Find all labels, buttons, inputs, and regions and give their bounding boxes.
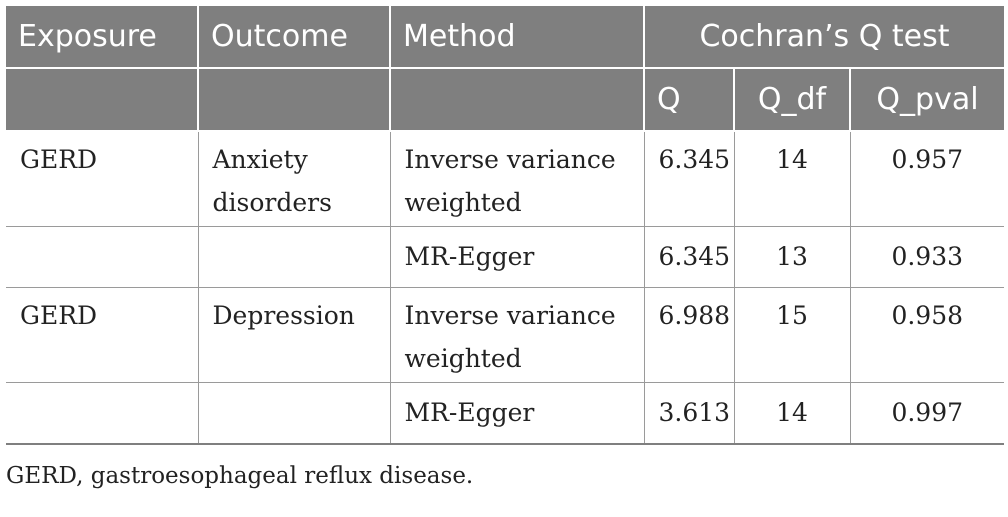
header-q: Q <box>643 68 734 132</box>
table-row: GERD Anxiety disorders Inverse variance … <box>6 131 1004 227</box>
cell-q: 6.345 <box>643 226 734 288</box>
cell-method: Inverse variance weighted <box>389 131 644 227</box>
header-blank-method <box>389 68 644 132</box>
cell-q-pval: 0.933 <box>849 226 1004 288</box>
header-row-1: Exposure Outcome Method Cochran’s Q test <box>6 6 1004 69</box>
cell-q-df: 15 <box>733 287 850 383</box>
header-blank-exposure <box>6 68 198 132</box>
table-header: Exposure Outcome Method Cochran’s Q test… <box>6 6 1004 132</box>
cell-exposure: GERD <box>6 131 198 227</box>
header-cochran-q-test: Cochran’s Q test <box>643 6 1004 69</box>
cell-outcome <box>197 382 390 445</box>
header-outcome: Outcome <box>197 6 390 69</box>
table-footnote: GERD, gastroesophageal reflux disease. <box>6 463 474 489</box>
cell-exposure <box>6 382 198 445</box>
cell-q-df: 14 <box>733 382 850 445</box>
table-row: MR-Egger 6.345 13 0.933 <box>6 226 1004 288</box>
table-body: GERD Anxiety disorders Inverse variance … <box>6 131 1004 445</box>
cell-exposure: GERD <box>6 287 198 383</box>
cell-q-df: 14 <box>733 131 850 227</box>
cell-q-pval: 0.957 <box>849 131 1004 227</box>
cell-method: MR-Egger <box>389 382 644 445</box>
table-row: MR-Egger 3.613 14 0.997 <box>6 382 1004 445</box>
cell-q-df: 13 <box>733 226 850 288</box>
cell-method: Inverse variance weighted <box>389 287 644 383</box>
header-q-df: Q_df <box>733 68 850 132</box>
header-method: Method <box>389 6 644 69</box>
header-q-pval: Q_pval <box>849 68 1004 132</box>
cell-q: 6.345 <box>643 131 734 227</box>
cell-outcome <box>197 226 390 288</box>
cell-outcome: Anxiety disorders <box>197 131 390 227</box>
cell-q-pval: 0.958 <box>849 287 1004 383</box>
cell-q-pval: 0.997 <box>849 382 1004 445</box>
header-blank-outcome <box>197 68 390 132</box>
results-table-container: Exposure Outcome Method Cochran’s Q test… <box>6 6 1004 489</box>
table-row: GERD Depression Inverse variance weighte… <box>6 287 1004 383</box>
cell-exposure <box>6 226 198 288</box>
header-exposure: Exposure <box>6 6 198 69</box>
header-row-2: Q Q_df Q_pval <box>6 68 1004 132</box>
cell-method: MR-Egger <box>389 226 644 288</box>
cell-outcome: Depression <box>197 287 390 383</box>
cell-q: 6.988 <box>643 287 734 383</box>
cell-q: 3.613 <box>643 382 734 445</box>
cochran-q-table: Exposure Outcome Method Cochran’s Q test… <box>6 6 1004 445</box>
